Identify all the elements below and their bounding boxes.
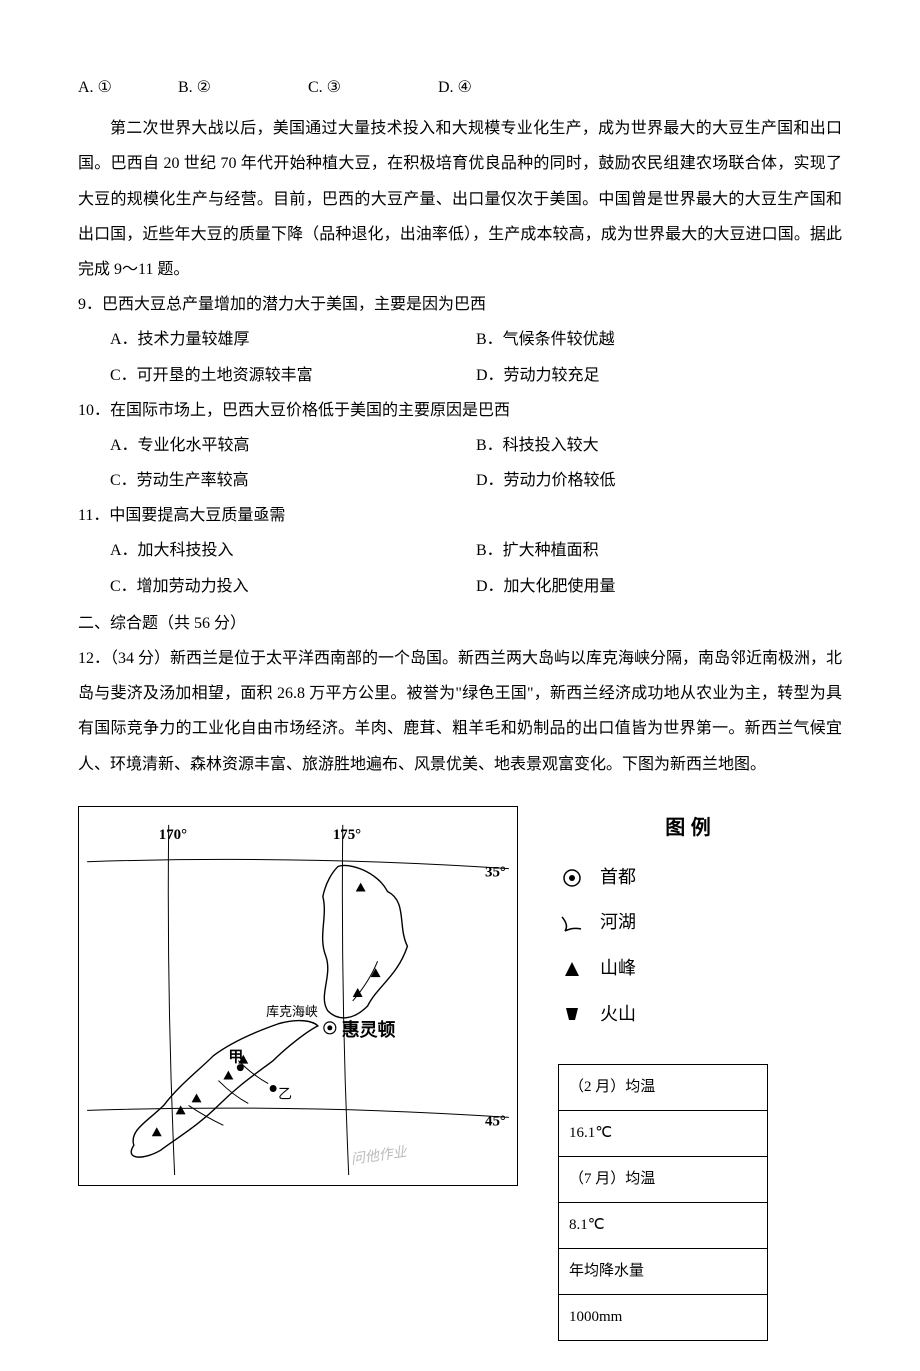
q11-option-d: D．加大化肥使用量 bbox=[476, 569, 842, 604]
q11-option-c: C．增加劳动力投入 bbox=[110, 569, 476, 604]
wellington-label: 惠灵顿 bbox=[342, 1019, 396, 1040]
q11-option-b: B．扩大种植面积 bbox=[476, 533, 842, 568]
legend-peak: 山峰 bbox=[558, 949, 818, 989]
q10-options: A．专业化水平较高 B．科技投入较大 C．劳动生产率较高 D．劳动力价格较低 bbox=[78, 428, 842, 498]
q11-options: A．加大科技投入 B．扩大种植面积 C．增加劳动力投入 D．加大化肥使用量 bbox=[78, 533, 842, 603]
figure-row: 170° 175° 35° 45° 库克海峡 bbox=[78, 806, 842, 1341]
jia-label: 甲 bbox=[228, 1048, 243, 1065]
option-c: C. ③ bbox=[308, 70, 438, 105]
section-2-title: 二、综合题（共 56 分） bbox=[78, 606, 842, 641]
q11-stem: 11．中国要提高大豆质量亟需 bbox=[78, 498, 842, 533]
q10-option-d: D．劳动力价格较低 bbox=[476, 463, 842, 498]
legend-river: 河湖 bbox=[558, 903, 818, 943]
lat-45-label: 45° bbox=[485, 1113, 506, 1129]
lat-35-label: 35° bbox=[485, 864, 506, 880]
capital-icon bbox=[558, 868, 586, 888]
legend-title: 图 例 bbox=[558, 806, 818, 850]
option-b: B. ② bbox=[178, 70, 308, 105]
q9-option-c: C．可开垦的土地资源较丰富 bbox=[110, 358, 476, 393]
q9-options: A．技术力量较雄厚 B．气候条件较优越 C．可开垦的土地资源较丰富 D．劳动力较… bbox=[78, 322, 842, 392]
legend-column: 图 例 首都 河湖 山峰 火山 （2 月）均温 16 bbox=[558, 806, 818, 1341]
q12-passage: 12．（34 分）新西兰是位于太平洋西南部的一个岛国。新西兰两大岛屿以库克海峡分… bbox=[78, 641, 842, 782]
peak-icon bbox=[558, 959, 586, 979]
q9-option-a: A．技术力量较雄厚 bbox=[110, 322, 476, 357]
climate-row5: 年均降水量 bbox=[559, 1249, 768, 1295]
prev-question-options: A. ① B. ② C. ③ D. ④ bbox=[78, 70, 842, 105]
lon-170-label: 170° bbox=[159, 827, 187, 843]
climate-row6: 1000mm bbox=[559, 1295, 768, 1341]
climate-row1: （2 月）均温 bbox=[559, 1065, 768, 1111]
legend-volcano-label: 火山 bbox=[600, 995, 636, 1035]
legend-peak-label: 山峰 bbox=[600, 949, 636, 989]
climate-table: （2 月）均温 16.1℃ （7 月）均温 8.1℃ 年均降水量 1000mm bbox=[558, 1064, 768, 1341]
legend-river-label: 河湖 bbox=[600, 903, 636, 943]
q10-stem: 10．在国际市场上，巴西大豆价格低于美国的主要原因是巴西 bbox=[78, 393, 842, 428]
map-svg: 170° 175° 35° 45° 库克海峡 bbox=[79, 807, 517, 1185]
volcano-icon bbox=[558, 1005, 586, 1023]
nz-map: 170° 175° 35° 45° 库克海峡 bbox=[78, 806, 518, 1186]
legend-capital: 首都 bbox=[558, 858, 818, 898]
q11-option-a: A．加大科技投入 bbox=[110, 533, 476, 568]
climate-row3: （7 月）均温 bbox=[559, 1157, 768, 1203]
q9-option-b: B．气候条件较优越 bbox=[476, 322, 842, 357]
yi-label: 乙 bbox=[278, 1086, 292, 1102]
q10-option-c: C．劳动生产率较高 bbox=[110, 463, 476, 498]
lon-175-label: 175° bbox=[333, 827, 361, 843]
q10-option-b: B．科技投入较大 bbox=[476, 428, 842, 463]
q10-option-a: A．专业化水平较高 bbox=[110, 428, 476, 463]
cook-strait-label: 库克海峡 bbox=[266, 1004, 318, 1019]
option-d: D. ④ bbox=[438, 70, 538, 105]
climate-row4: 8.1℃ bbox=[559, 1203, 768, 1249]
river-icon bbox=[558, 913, 586, 933]
option-a: A. ① bbox=[78, 70, 178, 105]
legend-volcano: 火山 bbox=[558, 995, 818, 1035]
legend-capital-label: 首都 bbox=[600, 858, 636, 898]
q9-stem: 9．巴西大豆总产量增加的潜力大于美国，主要是因为巴西 bbox=[78, 287, 842, 322]
passage-soybean: 第二次世界大战以后，美国通过大量技术投入和大规模专业化生产，成为世界最大的大豆生… bbox=[78, 111, 842, 287]
q9-option-d: D．劳动力较充足 bbox=[476, 358, 842, 393]
climate-row2: 16.1℃ bbox=[559, 1111, 768, 1157]
